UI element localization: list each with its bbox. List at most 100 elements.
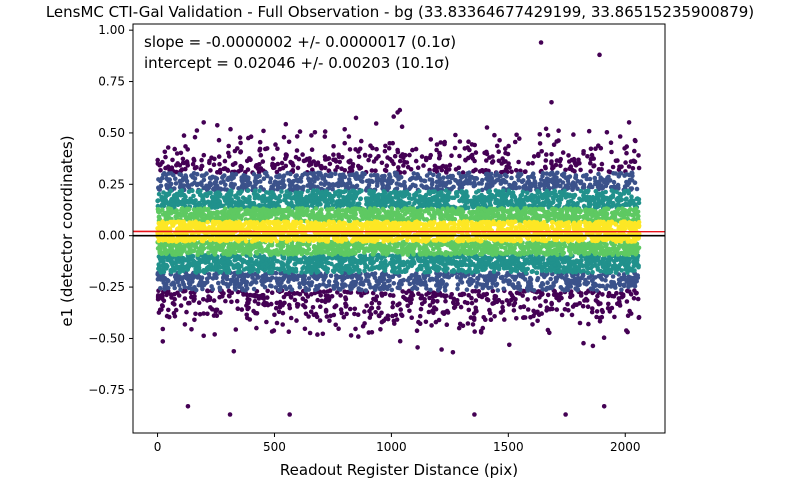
scatter-point	[509, 169, 514, 175]
scatter-point	[186, 189, 192, 194]
scatter-point	[502, 317, 507, 322]
scatter-point	[599, 307, 605, 313]
scatter-point	[355, 312, 361, 318]
scatter-point	[159, 303, 165, 308]
scatter-point	[286, 139, 292, 145]
scatter-point	[378, 260, 384, 265]
scatter-point	[193, 311, 198, 317]
scatter-point	[304, 172, 310, 177]
scatter-point	[268, 283, 273, 289]
scatter-point	[599, 161, 605, 167]
scatter-point	[549, 100, 554, 105]
scatter-point	[358, 253, 364, 259]
scatter-point	[397, 338, 403, 344]
scatter-point	[252, 195, 258, 201]
scatter-point	[562, 307, 568, 312]
scatter-point	[383, 291, 388, 297]
scatter-point	[212, 156, 217, 162]
scatter-point	[588, 146, 594, 152]
scatter-point	[549, 300, 554, 306]
scatter-point	[301, 303, 306, 308]
scatter-point	[321, 282, 326, 287]
scatter-point	[297, 129, 303, 134]
scatter-point	[470, 204, 476, 210]
scatter-point	[439, 167, 445, 173]
scatter-point	[206, 272, 212, 277]
scatter-point	[383, 143, 388, 149]
scatter-point	[369, 330, 375, 335]
scatter-point	[631, 296, 637, 301]
scatter-point	[427, 155, 433, 160]
scatter-point	[374, 294, 380, 299]
scatter-point	[622, 173, 627, 178]
scatter-point	[362, 321, 367, 326]
scatter-point	[585, 154, 590, 159]
scatter-point	[566, 153, 571, 158]
scatter-point	[342, 127, 348, 132]
scatter-point	[453, 132, 458, 138]
scatter-point	[572, 169, 577, 174]
scatter-point	[370, 145, 375, 151]
scatter-point	[319, 298, 325, 304]
scatter-point	[387, 141, 393, 146]
scatter-point	[369, 300, 375, 306]
scatter-point	[635, 296, 641, 302]
scatter-point	[347, 172, 352, 178]
scatter-point	[262, 300, 267, 305]
scatter-point	[593, 298, 599, 303]
scatter-point	[232, 148, 238, 154]
scatter-point	[216, 280, 221, 286]
scatter-point	[334, 273, 339, 279]
scatter-point	[614, 290, 619, 296]
scatter-point	[239, 307, 245, 312]
scatter-point	[192, 134, 198, 140]
scatter-point	[226, 143, 231, 149]
scatter-point	[309, 133, 314, 138]
scatter-point	[387, 292, 393, 298]
scatter-point	[502, 179, 508, 185]
scatter-point	[585, 304, 591, 310]
scatter-point	[487, 155, 492, 160]
scatter-point	[211, 162, 217, 167]
scatter-point	[522, 169, 528, 175]
scatter-point	[513, 168, 519, 173]
scatter-point	[199, 173, 205, 178]
scatter-point	[286, 329, 292, 335]
scatter-point	[363, 288, 369, 293]
scatter-point	[543, 298, 548, 304]
scatter-point	[309, 147, 315, 152]
scatter-point	[503, 146, 508, 151]
scatter-point	[367, 153, 373, 159]
scatter-point	[548, 276, 553, 282]
scatter-point	[504, 298, 510, 303]
scatter-point	[544, 305, 550, 311]
scatter-point	[333, 303, 339, 309]
scatter-point	[300, 296, 306, 302]
scatter-point	[320, 331, 326, 337]
scatter-point	[358, 196, 363, 202]
scatter-point	[464, 287, 470, 293]
scatter-point	[398, 312, 404, 317]
scatter-point	[423, 157, 429, 163]
scatter-point	[164, 313, 170, 319]
scatter-point	[288, 171, 293, 177]
scatter-point	[525, 266, 530, 272]
scatter-point	[577, 301, 582, 306]
scatter-point	[525, 197, 530, 203]
scatter-point	[526, 161, 531, 166]
scatter-point	[369, 168, 375, 173]
scatter-point	[251, 286, 257, 292]
scatter-point	[235, 306, 241, 312]
scatter-point	[221, 166, 227, 172]
scatter-point	[500, 274, 505, 280]
scatter-point	[390, 304, 395, 310]
scatter-point	[258, 152, 264, 158]
scatter-point	[352, 306, 358, 312]
scatter-point	[609, 149, 614, 155]
scatter-point	[626, 190, 631, 196]
scatter-point	[173, 181, 179, 186]
scatter-point	[428, 287, 433, 293]
scatter-point	[469, 295, 474, 301]
scatter-point	[543, 165, 548, 171]
scatter-point	[434, 179, 440, 185]
